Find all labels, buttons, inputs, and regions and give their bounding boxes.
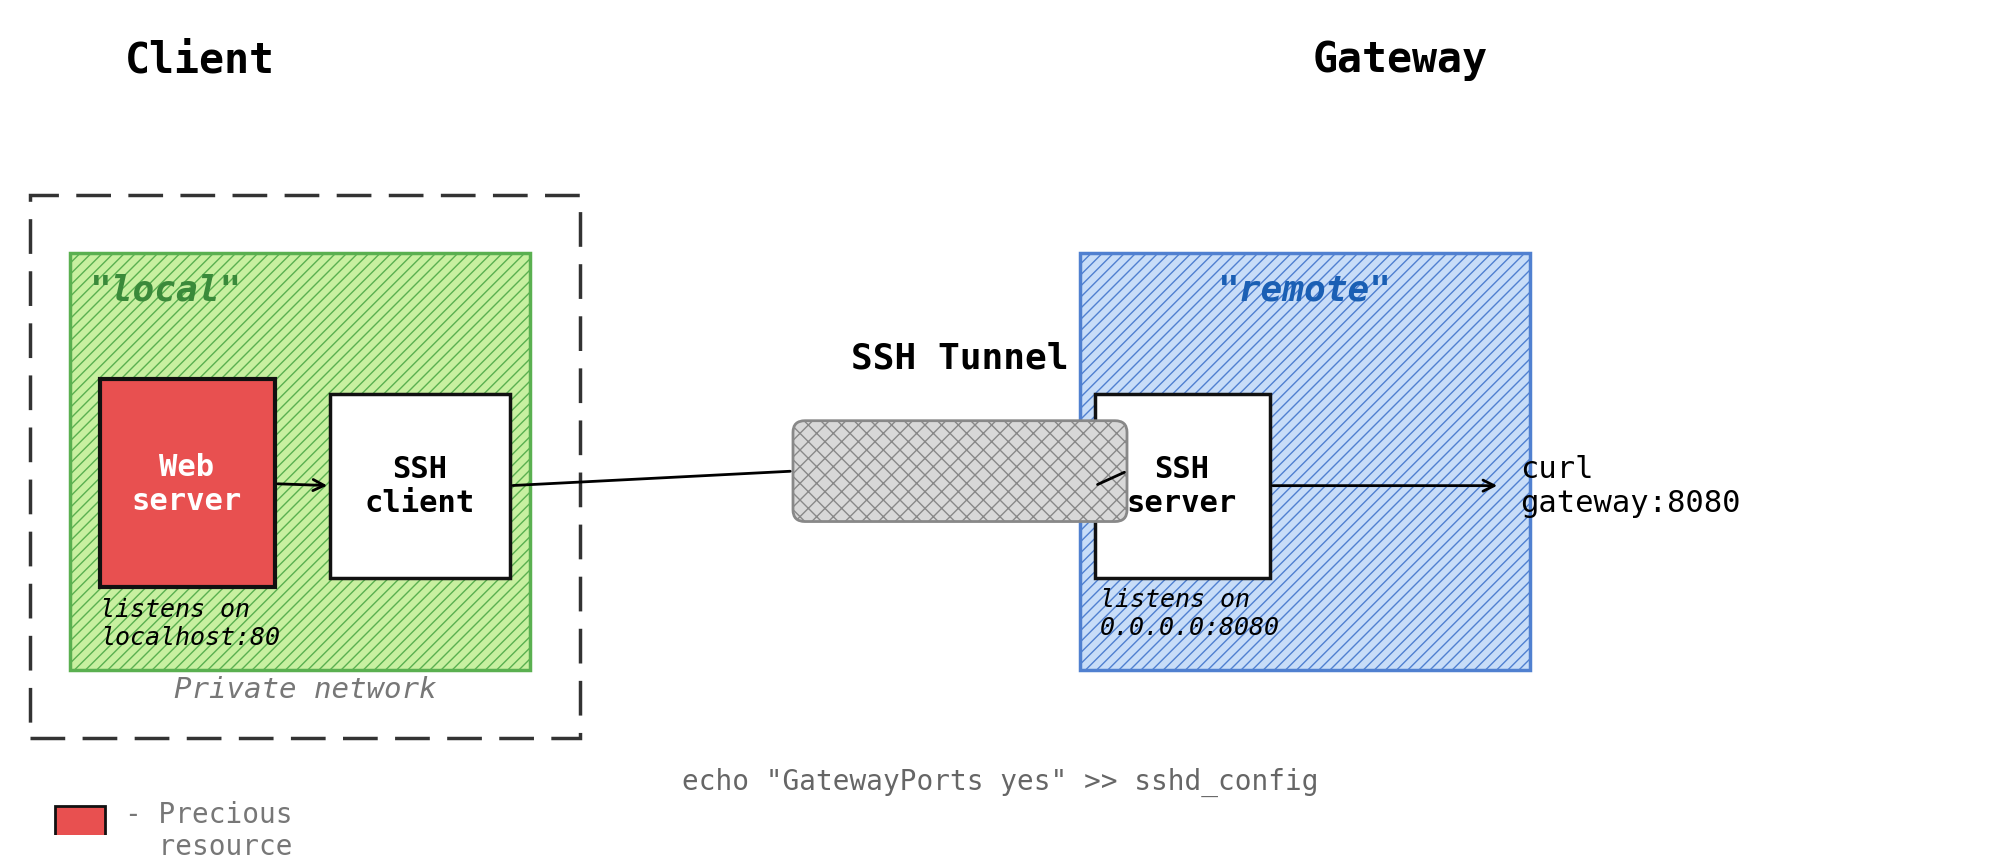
Text: Gateway: Gateway: [1312, 39, 1488, 81]
Text: Private network: Private network: [174, 675, 436, 703]
Bar: [1080, 254, 1530, 670]
Bar: [56, 806, 104, 854]
Text: Client: Client: [124, 39, 276, 81]
Text: Web
server: Web server: [132, 453, 242, 516]
Text: "remote": "remote": [1218, 273, 1392, 307]
Bar: [30, 195, 580, 738]
Text: listens on
localhost:80: listens on localhost:80: [100, 598, 280, 649]
Bar: [330, 394, 510, 578]
Text: SSH
server: SSH server: [1126, 455, 1238, 517]
Bar: [70, 254, 530, 670]
Text: echo "GatewayPorts yes" >> sshd_config: echo "GatewayPorts yes" >> sshd_config: [682, 767, 1318, 796]
Text: SSH
client: SSH client: [364, 455, 476, 517]
FancyBboxPatch shape: [792, 421, 1128, 522]
Bar: [1096, 394, 1270, 578]
Text: - Precious
  resource: - Precious resource: [124, 800, 292, 860]
Bar: [100, 380, 276, 588]
Text: SSH Tunnel: SSH Tunnel: [852, 341, 1068, 375]
Text: "local": "local": [90, 273, 242, 307]
Text: curl
gateway:8080: curl gateway:8080: [1520, 455, 1740, 517]
Text: listens on
0.0.0.0:8080: listens on 0.0.0.0:8080: [1100, 588, 1280, 640]
